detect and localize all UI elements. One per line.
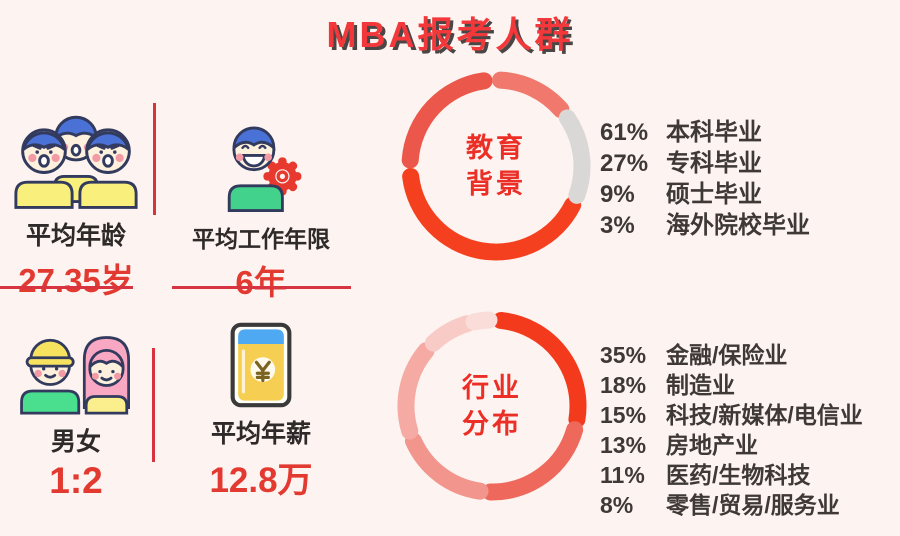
stat-average-age: 平均年龄 27.35岁 [0,104,152,302]
legend-percent: 8% [600,492,634,518]
donut-segment [481,421,584,501]
donut-segment [465,311,498,331]
legend-item: 27% 专科毕业 [600,143,810,177]
legend-item: 3% 海外院校毕业 [600,205,810,239]
education-donut-chart [401,71,591,261]
legend-percent: 27% [600,150,649,177]
legend-item: 61% 本科毕业 [600,112,810,146]
page-title: MBA报考人群 [326,14,574,55]
legend-label: 硕士毕业 [666,181,762,208]
three-men-icon [14,115,138,209]
industry-legend: 35% 金融/保险业 18% 制造业 15% 科技/新媒体/电信业 13% 房地产业 11% 医药… [600,336,863,518]
stat-value: 27.35岁 [18,262,134,299]
donut-segment [492,71,570,119]
legend-percent: 9% [600,181,635,208]
vertical-divider-bottom [152,348,155,462]
stat-value: 12.8万 [209,461,313,500]
legend-percent: 18% [600,372,647,398]
stat-label: 男女 [50,428,101,456]
donut-segment [558,109,591,204]
worker-gear-icon [227,126,301,212]
legend-percent: 35% [600,342,647,368]
man-woman-icon [20,336,130,415]
stat-annual-salary: 平均年薪 12.8万 [168,318,354,503]
stat-value: 1:2 [49,460,103,501]
legend-percent: 15% [600,402,647,428]
legend-label: 制造业 [666,372,735,398]
legend-label: 房地产业 [666,432,758,458]
legend-item: 18% 制造业 [600,366,863,398]
legend-label: 海外院校毕业 [666,212,810,239]
legend-percent: 13% [600,432,647,458]
donut-segment [424,315,476,352]
legend-item: 15% 科技/新媒体/电信业 [600,396,863,428]
legend-item: 9% 硕士毕业 [600,174,810,208]
stat-value: 6年 [235,264,287,301]
stat-label: 平均年薪 [210,420,311,448]
donut-segment [402,167,582,261]
legend-item: 11% 医药/生物科技 [600,456,863,488]
legend-label: 科技/新媒体/电信业 [666,402,863,428]
legend-item: 8% 零售/贸易/服务业 [600,486,863,518]
vertical-divider-top [153,103,156,215]
horizontal-divider-left [0,286,133,289]
legend-label: 医药/生物科技 [666,462,811,488]
stat-working-years: 平均工作年限 6年 [168,104,354,304]
passbook-yuan-icon [230,322,292,408]
stat-label: 平均年龄 [25,222,126,250]
legend-label: 本科毕业 [666,119,762,146]
stat-gender-ratio: 男女 1:2 [0,318,152,502]
legend-label: 金融/保险业 [666,342,788,368]
legend-label: 零售/贸易/服务业 [666,492,840,518]
legend-percent: 11% [600,462,645,488]
stat-label: 平均工作年限 [192,226,330,252]
legend-item: 35% 金融/保险业 [600,336,863,368]
legend-percent: 3% [600,212,635,239]
legend-item: 13% 房地产业 [600,426,863,458]
legend-label: 专科毕业 [666,150,762,177]
donut-segment [404,432,489,500]
donut-segment [492,311,587,428]
industry-donut-chart [397,311,587,501]
horizontal-divider-right [172,286,351,289]
donut-segment [397,342,435,440]
donut-segment [401,72,493,169]
legend-percent: 61% [600,119,649,146]
education-legend: 61% 本科毕业 27% 专科毕业 9% 硕士毕业 3% 海外院校毕业 [600,112,810,239]
